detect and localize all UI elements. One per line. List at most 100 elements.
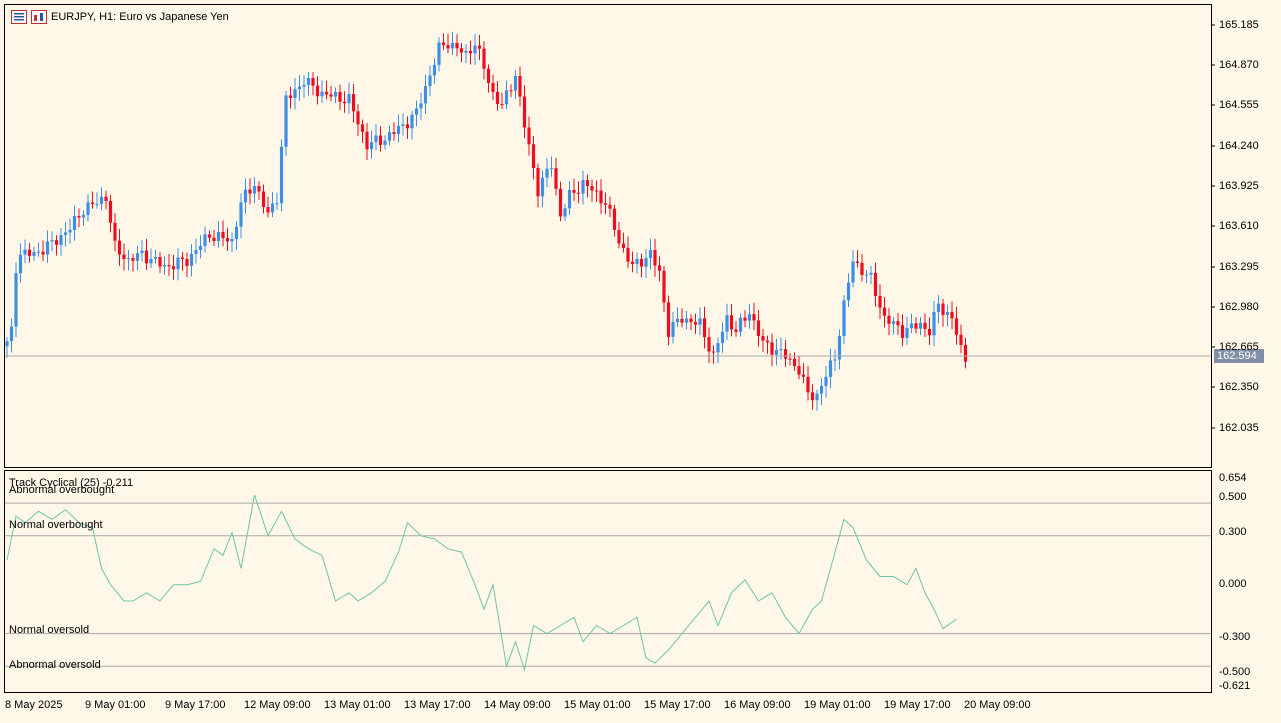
candle-body [711,351,716,353]
candle-body [306,78,311,85]
candle-body [923,322,927,329]
candle-body [815,393,819,401]
candle-body [387,132,392,141]
candle-body [414,108,419,115]
candle-body [72,216,77,230]
price-axis-label: 163.610 [1219,220,1259,232]
candle-body [203,234,207,247]
candle-body [833,359,837,361]
candle-body [585,180,590,187]
candle-body [869,272,873,275]
chart-window-icon[interactable] [31,10,47,24]
candle-body [693,322,698,325]
candle-body [392,132,396,135]
candle-body [171,266,176,270]
price-candles-layer [5,31,968,411]
candle-body [90,202,95,204]
candle-body [626,247,630,262]
candle-body [792,358,797,366]
candle-body [275,203,279,205]
candle-body [441,42,446,46]
candle-body [311,78,315,86]
candle-body [554,168,558,189]
price-axis-label: 162.980 [1219,301,1259,313]
candle-body [864,274,869,276]
price-axis-label: 163.925 [1219,180,1259,192]
candle-body [657,265,662,271]
candle-body [212,237,216,242]
candle-body [221,232,225,239]
candle-body [185,259,189,266]
symbol-label: EURJPY, H1: Euro vs Japanese Yen [51,11,229,23]
candle-body [491,82,495,92]
candle-body [333,91,338,97]
candle-body [437,42,441,65]
candle-body [446,45,450,49]
candle-body [662,270,666,303]
candle-body [432,64,437,76]
candle-body [500,103,504,105]
main-chart-panel[interactable] [4,4,1212,468]
candle-body [297,86,302,90]
candle-body [738,317,743,332]
candle-body [378,135,383,145]
price-axis-label: 162.035 [1219,422,1259,434]
candle-body [608,204,612,209]
candle-body [324,91,329,95]
candle-body [765,340,770,343]
candle-body [284,95,288,147]
indicator-axis-label: 0.500 [1219,491,1247,503]
candle-body [149,258,153,264]
candle-body [198,246,203,251]
candle-body [509,90,513,92]
chart-menu-icon[interactable] [11,10,27,24]
indicator-axis-label: 0.300 [1219,526,1247,538]
time-axis-label: 8 May 2025 [5,699,63,711]
level-label-normal-overbought: Normal overbought [9,519,103,531]
indicator-panel[interactable] [4,470,1212,693]
candle-body [86,202,90,215]
candle-body [513,76,518,91]
candle-body [639,258,644,267]
candle-body [945,311,950,316]
candle-body [531,144,536,168]
candle-body [630,261,635,265]
candle-body [536,167,540,197]
candle-body [590,186,594,191]
candle-body [230,238,234,242]
candle-body [405,124,410,129]
candle-body [144,250,149,264]
candle-body [320,91,324,97]
price-axis-label: 164.870 [1219,59,1259,71]
candle-body [860,262,864,275]
candle-body [797,365,801,375]
candle-body [684,318,689,323]
candle-body [774,350,779,355]
candle-body [558,188,563,217]
candle-body [932,312,936,336]
candle-body [243,189,248,203]
candle-body [207,234,212,238]
candle-body [68,229,72,233]
candle-body [747,314,752,321]
level-label-abnormal-overbought: Abnormal overbought [9,484,115,496]
candle-body [257,186,261,192]
indicator-axis-label: -0.500 [1219,666,1251,678]
candle-body [468,50,473,54]
time-axis-label: 19 May 17:00 [884,699,951,711]
candle-body [239,202,243,227]
candle-body [716,343,720,353]
candle-body [419,103,423,109]
candle-body [126,258,131,260]
candle-body [779,349,783,351]
candle-body [819,385,824,394]
candle-body [671,322,675,337]
price-axis-label: 165.185 [1219,19,1259,31]
time-axis-label: 12 May 09:00 [244,699,311,711]
candle-body [194,250,198,254]
candle-body [248,189,252,194]
candle-body [36,251,41,253]
candle-body [5,341,9,347]
candle-body [18,254,23,274]
